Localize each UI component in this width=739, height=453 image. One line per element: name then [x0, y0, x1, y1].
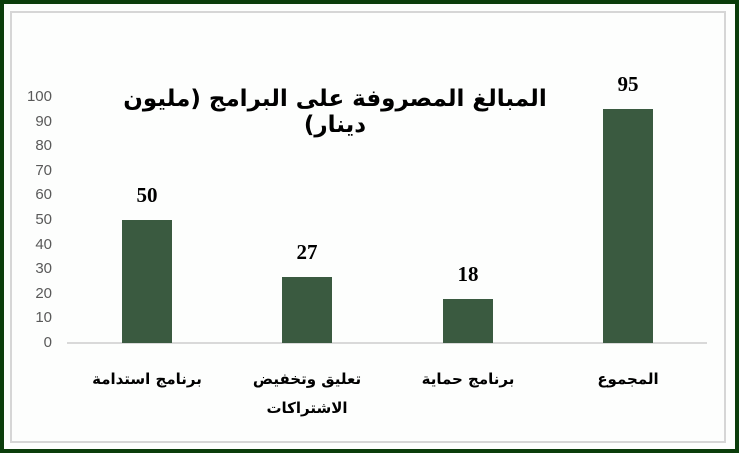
- bar: [282, 276, 332, 343]
- y-tick-label: 60: [35, 186, 52, 204]
- data-label: 50: [136, 183, 158, 207]
- y-tick-label: 100: [26, 88, 52, 105]
- data-label: 18: [457, 261, 479, 286]
- y-tick-label: 90: [35, 112, 52, 130]
- x-category-label: تعليق وتخفيض الاشتراكات: [252, 370, 362, 417]
- y-tick-label: 0: [43, 334, 52, 351]
- y-tick-label: 20: [35, 284, 52, 302]
- y-tick-label: 80: [35, 137, 52, 155]
- bar: [122, 220, 172, 343]
- x-category-label: المجموع: [597, 370, 659, 388]
- bar: [443, 298, 493, 343]
- y-tick-label: 10: [35, 309, 52, 327]
- x-axis-line: [67, 342, 707, 344]
- data-label: 95: [617, 72, 639, 97]
- y-tick-label: 50: [35, 211, 52, 228]
- chart-title: المبالغ المصروفة على البرامج (مليون دينا…: [123, 86, 547, 138]
- bar: [603, 109, 653, 343]
- y-tick-label: 70: [35, 161, 52, 179]
- data-label: 27: [296, 239, 318, 264]
- y-tick-label: 30: [35, 260, 52, 278]
- x-category-label: برنامج حماية: [421, 370, 515, 388]
- x-category-label: برنامج استدامة: [92, 370, 202, 388]
- y-tick-label: 40: [35, 235, 52, 253]
